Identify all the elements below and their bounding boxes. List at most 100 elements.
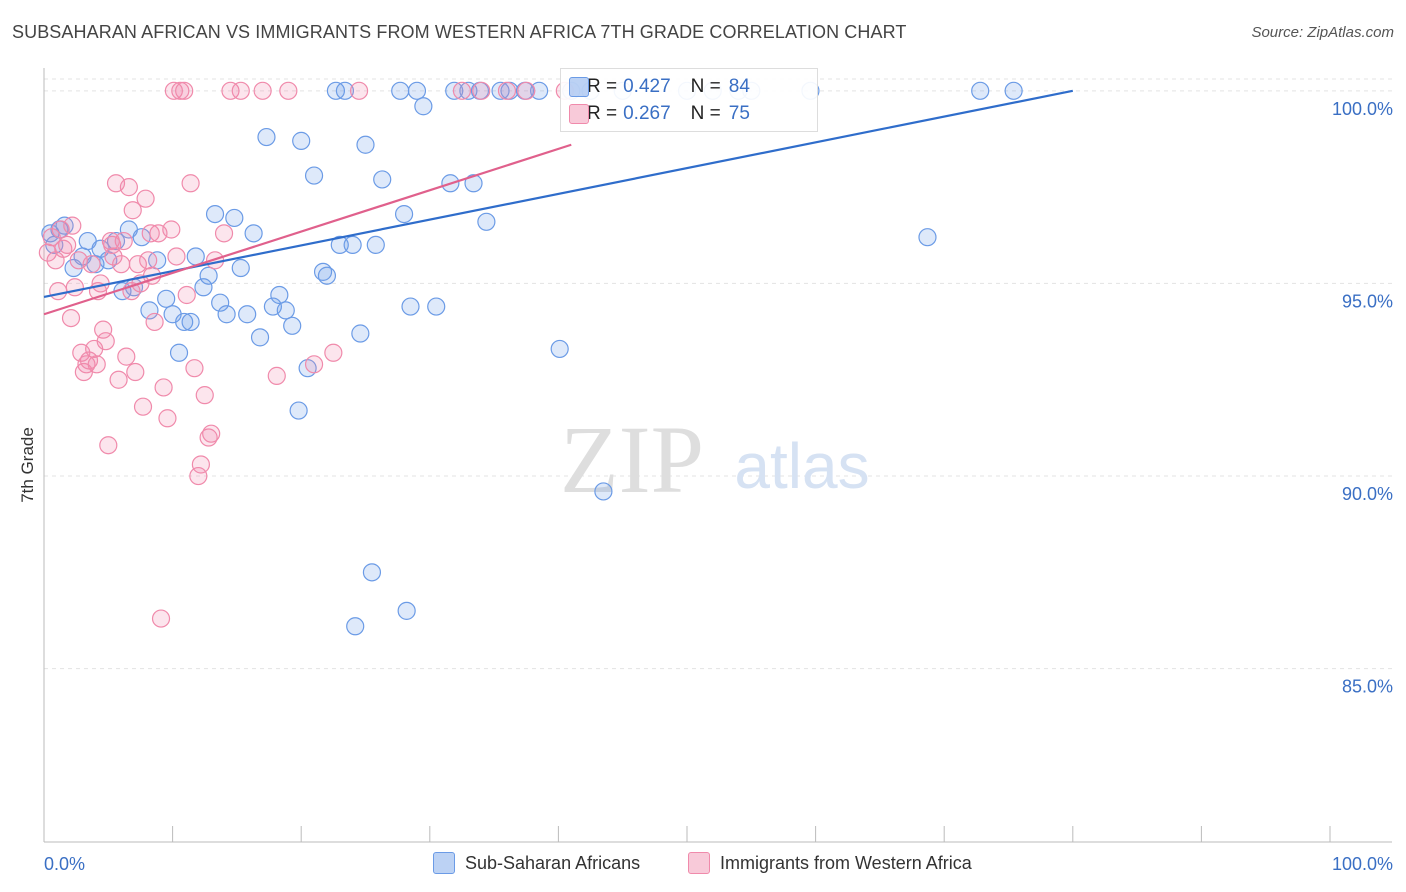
data-points <box>38 81 1023 636</box>
point-western-africa <box>151 609 171 628</box>
point-western-africa <box>191 455 210 474</box>
watermark-atlas: atlas <box>734 430 869 502</box>
point-sub-saharan <box>292 131 311 150</box>
point-sub-saharan <box>477 212 496 231</box>
legend-r-label: R = <box>587 76 618 97</box>
point-western-africa <box>214 224 234 243</box>
point-western-africa <box>128 255 147 274</box>
point-western-africa <box>139 251 158 270</box>
point-sub-saharan <box>330 235 349 255</box>
point-western-africa <box>126 362 145 382</box>
point-western-africa <box>61 308 81 328</box>
point-sub-saharan <box>1004 81 1023 100</box>
point-sub-saharan <box>530 81 549 100</box>
legend-label-sub-saharan: Sub-Saharan Africans <box>465 852 641 873</box>
point-western-africa <box>189 466 208 486</box>
y-tick-label: 95.0% <box>1342 291 1393 311</box>
legend-swatch-pink <box>569 104 589 124</box>
point-western-africa <box>202 424 221 443</box>
point-western-africa <box>65 278 84 297</box>
legend-swatch-blue <box>433 852 455 874</box>
source-label: Source: ZipAtlas.com <box>1251 24 1394 41</box>
point-western-africa <box>141 224 160 243</box>
legend-row-series2: R = 0.267 N = 75 <box>569 101 750 127</box>
point-sub-saharan <box>356 135 375 154</box>
point-sub-saharan <box>394 204 414 224</box>
x-tick-label: 0.0% <box>44 854 85 874</box>
point-western-africa <box>51 220 70 239</box>
point-sub-saharan <box>594 482 613 501</box>
point-western-africa <box>94 320 113 339</box>
point-western-africa <box>96 332 115 351</box>
watermark: ZIP atlas <box>560 406 870 513</box>
point-western-africa <box>195 386 214 405</box>
point-western-africa <box>58 235 77 255</box>
point-western-africa <box>349 81 369 100</box>
point-western-africa <box>117 347 136 366</box>
point-western-africa <box>167 247 186 266</box>
point-sub-saharan <box>238 305 257 324</box>
point-western-africa <box>49 282 68 301</box>
legend-item-western-africa[interactable]: Immigrants from Western Africa <box>688 852 972 874</box>
point-western-africa <box>82 255 101 274</box>
point-sub-saharan <box>205 204 225 224</box>
point-sub-saharan <box>283 316 302 335</box>
point-western-africa <box>517 81 536 100</box>
point-western-africa <box>103 235 122 255</box>
legend-item-sub-saharan[interactable]: Sub-Saharan Africans <box>433 852 640 874</box>
point-sub-saharan <box>231 258 250 278</box>
series-legend: Sub-Saharan Africans Immigrants from Wes… <box>0 852 1406 876</box>
point-sub-saharan <box>194 278 213 297</box>
point-western-africa <box>279 81 298 100</box>
point-western-africa <box>497 81 517 100</box>
point-western-africa <box>109 370 128 389</box>
point-sub-saharan <box>304 166 324 185</box>
point-sub-saharan <box>257 127 276 147</box>
point-western-africa <box>221 81 240 100</box>
y-tick-label: 85.0% <box>1342 677 1393 697</box>
point-sub-saharan <box>464 174 483 193</box>
legend-n-value: 75 <box>728 103 750 124</box>
point-western-africa <box>231 81 250 100</box>
point-sub-saharan <box>427 297 446 316</box>
point-sub-saharan <box>362 563 382 582</box>
point-sub-saharan <box>971 81 990 100</box>
point-sub-saharan <box>140 301 159 320</box>
legend-label-western-africa: Immigrants from Western Africa <box>720 852 972 873</box>
point-western-africa <box>112 255 131 274</box>
gridlines <box>44 78 1392 670</box>
point-western-africa <box>181 174 200 193</box>
point-sub-saharan <box>157 289 176 308</box>
point-western-africa <box>133 397 153 416</box>
trend-lines <box>43 89 1074 316</box>
point-western-africa <box>114 231 133 251</box>
point-western-africa <box>267 366 286 385</box>
watermark-zip: ZIP <box>560 406 704 513</box>
trend-line-western-africa <box>43 143 572 316</box>
point-sub-saharan <box>181 312 200 332</box>
point-sub-saharan <box>343 235 362 255</box>
point-sub-saharan <box>175 312 194 332</box>
point-western-africa <box>63 216 82 235</box>
point-western-africa <box>324 343 343 362</box>
point-sub-saharan <box>289 401 308 420</box>
point-sub-saharan <box>335 81 355 100</box>
point-western-africa <box>87 355 106 374</box>
trend-line-sub-saharan <box>43 89 1074 298</box>
point-sub-saharan <box>414 97 433 116</box>
point-sub-saharan <box>250 328 270 347</box>
point-western-africa <box>472 81 491 100</box>
point-western-africa <box>104 247 123 266</box>
point-sub-saharan <box>445 81 464 100</box>
point-sub-saharan <box>244 224 263 243</box>
y-axis-label: 7th Grade <box>18 427 37 503</box>
chart-title: SUBSAHARAN AFRICAN VS IMMIGRANTS FROM WE… <box>12 22 907 42</box>
y-tick-label: 90.0% <box>1342 484 1393 504</box>
axes <box>43 68 1392 843</box>
legend-n-label: N = <box>690 76 721 97</box>
point-western-africa <box>145 312 164 332</box>
stats-legend: R = 0.427 N = 84 R = 0.267 N = 75 <box>560 68 818 132</box>
legend-n-label: N = <box>690 103 721 124</box>
legend-swatch-blue <box>569 77 589 97</box>
point-western-africa <box>99 436 118 455</box>
